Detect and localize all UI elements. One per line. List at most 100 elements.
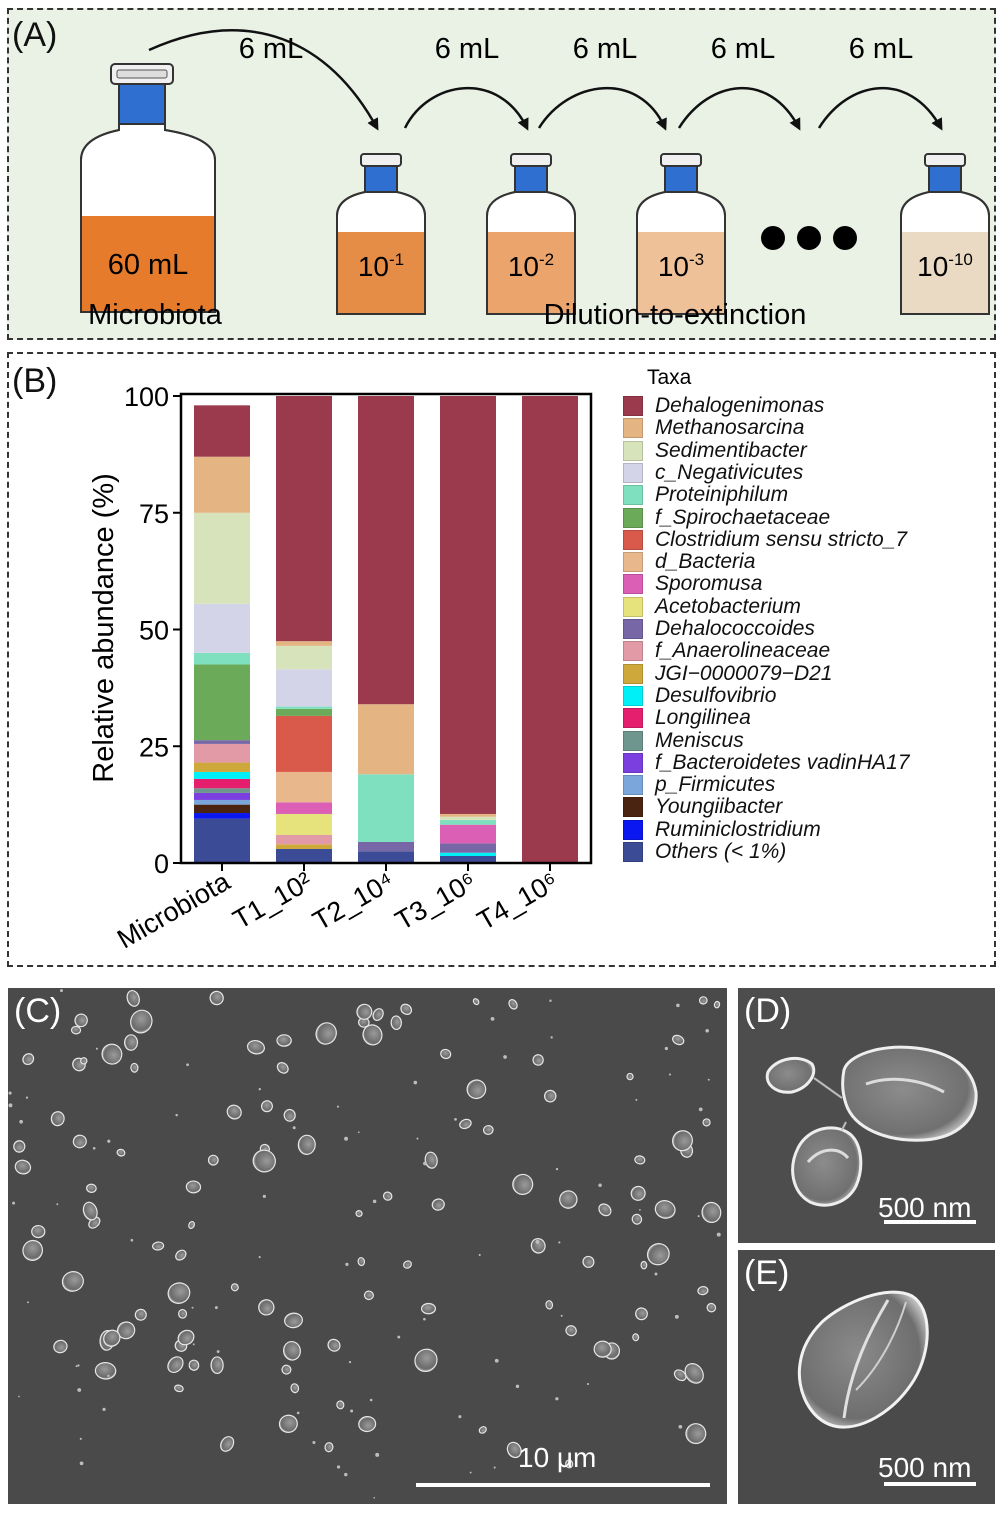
legend-swatch xyxy=(623,730,643,751)
dilution-bottle-1 xyxy=(336,153,426,315)
sem-cell xyxy=(372,1008,384,1021)
sem-cell xyxy=(466,1079,487,1100)
sem-cell xyxy=(582,1255,595,1268)
sem-cell xyxy=(482,1125,494,1135)
sem-debris xyxy=(478,1253,481,1256)
sem-debris xyxy=(344,1136,348,1141)
bar-segment xyxy=(194,512,250,604)
bar-segment xyxy=(276,641,332,646)
y-axis-label: Relative abundance (%) xyxy=(88,473,120,783)
legend-swatch xyxy=(623,529,643,550)
legend-item: JGI−0000079−D21 xyxy=(623,662,832,685)
sem-cell xyxy=(358,1415,377,1433)
sem-debris xyxy=(698,1107,703,1112)
sem-cell xyxy=(61,1271,84,1292)
legend-item: d_Bacteria xyxy=(623,550,755,573)
bar-segment xyxy=(440,852,496,856)
sem-cell xyxy=(283,1108,296,1122)
bar-segment xyxy=(358,851,414,863)
dilution-caption: Dilution-to-extinction xyxy=(544,299,807,331)
dilution-diagram: 6 mL 6 mL 6 mL 6 mL 6 mL 60 mL 10-1 10-2… xyxy=(80,29,990,331)
legend-item: Proteiniphilum xyxy=(623,483,788,506)
sem-debris xyxy=(292,1126,296,1130)
sem-cell xyxy=(210,1356,224,1375)
sem-cell xyxy=(400,1003,413,1015)
bar-segment xyxy=(194,740,250,744)
dilution-bottle-2 xyxy=(486,153,576,315)
sem-debris xyxy=(216,1350,220,1353)
legend-item: Sporomusa xyxy=(623,572,762,595)
transfer-arrow xyxy=(148,29,379,131)
x-tick-label: T1_10² xyxy=(228,866,317,935)
sem-cell xyxy=(324,1442,334,1453)
legend-item: Sedimentibacter xyxy=(623,439,807,462)
sem-cell xyxy=(226,1104,242,1120)
sem-debris xyxy=(413,1080,418,1085)
dilution-label: 10-2 xyxy=(508,250,554,282)
sem-cell xyxy=(685,1423,707,1445)
sem-cell xyxy=(185,1180,202,1194)
legend-item: f_Spirochaetaceae xyxy=(623,506,830,529)
y-tick-label: 0 xyxy=(154,849,169,879)
y-tick-label: 100 xyxy=(124,382,169,412)
bar-segment xyxy=(358,774,414,842)
sem-debris xyxy=(262,1194,266,1198)
sem-cell-closeup xyxy=(797,1290,976,1486)
sem-cell xyxy=(702,1118,711,1127)
sem-cell xyxy=(701,1201,722,1224)
sem-debris xyxy=(373,1496,376,1499)
sem-debris xyxy=(555,1397,559,1401)
sem-debris xyxy=(296,1411,300,1415)
sem-cell xyxy=(640,1260,648,1270)
dilution-label: 10-10 xyxy=(917,250,973,282)
x-tick-label: T2_10⁴ xyxy=(308,866,399,936)
bar-segment xyxy=(194,405,250,457)
sem-cell xyxy=(130,1009,153,1034)
y-axis: 0 25 50 75 100 xyxy=(124,382,181,879)
sem-debris xyxy=(175,1113,178,1117)
legend-swatch xyxy=(623,641,643,662)
panel-c-sem-image: (C) 10 μm xyxy=(8,988,727,1504)
sem-cell xyxy=(530,1238,546,1254)
sem-cell xyxy=(82,1201,98,1221)
sem-debris xyxy=(503,1055,507,1059)
legend-item: Dehalococcoides xyxy=(623,617,815,640)
sem-debris xyxy=(192,1343,195,1346)
legend-item: Youngiibacter xyxy=(623,795,782,818)
panel-d-label: (D) xyxy=(744,992,792,1030)
sem-cell xyxy=(632,1333,640,1342)
bar-segment xyxy=(440,855,496,863)
sem-debris xyxy=(676,1003,680,1008)
bar-segment xyxy=(440,813,496,817)
sem-debris xyxy=(12,1201,16,1205)
sem-cell xyxy=(70,1025,82,1035)
sem-debris xyxy=(75,1365,78,1368)
sem-debris xyxy=(454,1117,457,1121)
bar-segment xyxy=(194,456,250,513)
bar-segment xyxy=(276,669,332,707)
sem-debris xyxy=(79,1461,84,1466)
legend-item: Desulfovibrio xyxy=(623,683,777,707)
sem-cell xyxy=(336,1400,345,1410)
legend-item: p_Firmicutes xyxy=(623,773,776,797)
legend-label: p_Firmicutes xyxy=(655,773,776,797)
sem-cell xyxy=(151,1241,165,1251)
sem-cell xyxy=(278,1414,298,1433)
panel-a-label: (A) xyxy=(12,16,58,54)
sem-debris xyxy=(312,1441,316,1445)
sem-debris xyxy=(77,1364,80,1367)
sem-debris xyxy=(107,1374,110,1378)
sem-debris xyxy=(130,1238,134,1242)
bar-segment xyxy=(440,820,496,825)
legend-swatch xyxy=(623,685,643,706)
sem-cell xyxy=(424,1151,438,1169)
bar-segment xyxy=(276,396,332,642)
sem-cell xyxy=(506,1441,522,1459)
legend-label: Desulfovibrio xyxy=(655,683,777,707)
sem-debris xyxy=(705,1029,709,1033)
sem-debris xyxy=(423,1317,426,1321)
sem-cell xyxy=(646,1243,670,1266)
legend-label: Acetobacterium xyxy=(655,594,801,618)
sem-cell xyxy=(297,1134,316,1155)
